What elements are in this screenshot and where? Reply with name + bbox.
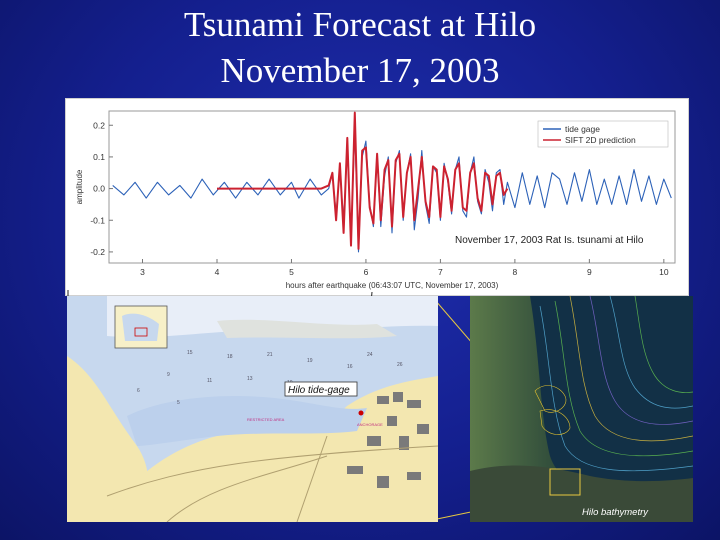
svg-text:24: 24 <box>367 352 373 358</box>
svg-text:ANCHORAGE: ANCHORAGE <box>357 422 383 427</box>
tide-gage-label: Hilo tide-gage <box>288 385 350 396</box>
plot-frame <box>108 110 676 264</box>
y-tick-label: 0.0 <box>93 184 105 194</box>
x-tick-label: 5 <box>289 267 294 277</box>
svg-text:RESTRICTED AREA: RESTRICTED AREA <box>247 417 285 422</box>
slide-title-line-1: Tsunami Forecast at Hilo <box>183 5 537 44</box>
tide-gage-marker <box>358 410 364 416</box>
x-tick-label: 3 <box>140 267 145 277</box>
y-axis-label: amplitude <box>75 169 84 204</box>
svg-text:16: 16 <box>347 364 353 370</box>
y-tick-label: 0.1 <box>93 152 105 162</box>
svg-text:21: 21 <box>267 352 273 358</box>
svg-text:6: 6 <box>137 388 140 394</box>
chart-legend: tide gage SIFT 2D prediction <box>537 120 669 148</box>
x-tick-label: 8 <box>513 267 518 277</box>
x-tick-label: 6 <box>364 267 369 277</box>
svg-text:26: 26 <box>397 362 403 368</box>
bathymetry-label: Hilo bathymetry <box>582 507 649 518</box>
svg-text:5: 5 <box>177 400 180 406</box>
x-tick-label: 4 <box>215 267 220 277</box>
svg-text:11: 11 <box>207 378 212 384</box>
svg-text:18: 18 <box>227 354 233 360</box>
svg-text:15: 15 <box>187 350 193 356</box>
slide-title-line-2: November 17, 2003 <box>220 51 500 90</box>
y-tick-label: 0.2 <box>93 120 105 130</box>
svg-text:13: 13 <box>247 376 253 382</box>
bathymetry-drawing: Hilo bathymetry <box>470 296 693 522</box>
chart-annotation: November 17, 2003 Rat Is. tsunami at Hil… <box>455 235 644 246</box>
series-line-sift-prediction <box>217 111 509 250</box>
series-line-tide-gage <box>112 131 672 253</box>
hilo-bathymetry-image: Hilo bathymetry <box>470 296 693 522</box>
x-tick-label: 9 <box>587 267 592 277</box>
svg-text:19: 19 <box>307 358 313 364</box>
y-tick-label: -0.2 <box>90 247 105 257</box>
tsunami-chart: 3 4 5 6 7 8 9 10 0.2 0.1 0.0 -0.1 -0.2 tide gage SIF… <box>75 110 676 290</box>
x-tick-label: 10 <box>659 267 669 277</box>
tide-gage-label-box <box>284 381 358 397</box>
svg-text:9: 9 <box>167 372 170 378</box>
bathymetry-zoom-box <box>549 468 581 496</box>
slide-title: Tsunami Forecast at Hilo November 17, 20… <box>0 2 720 94</box>
legend-label-tide-gage: tide gage <box>565 124 600 134</box>
x-axis-label: hours after earthquake (06:43:07 UTC, No… <box>286 281 499 290</box>
legend-label-sift-prediction: SIFT 2D prediction <box>565 135 636 145</box>
tsunami-chart-panel: 3 4 5 6 7 8 9 10 0.2 0.1 0.0 -0.1 -0.2 tide gage SIF… <box>65 98 689 296</box>
y-tick-label: -0.1 <box>90 215 105 225</box>
x-tick-label: 7 <box>438 267 443 277</box>
